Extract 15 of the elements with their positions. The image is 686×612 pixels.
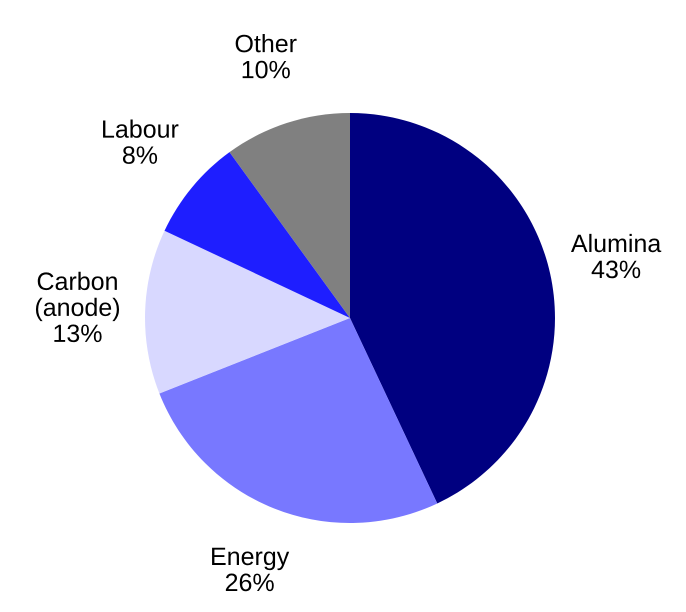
pie-slice (230, 113, 350, 318)
data-label: 10% (242, 60, 290, 78)
slice-label: Energy (212, 548, 290, 570)
data-label: 43% (592, 260, 640, 278)
slice-label: Other (236, 34, 297, 52)
pie-slice (350, 113, 555, 504)
slice-label: Alumina (570, 234, 662, 252)
data-label: 26% (226, 574, 274, 592)
slice-label: Carbon (anode) (36, 272, 120, 322)
data-label: 8% (122, 146, 158, 164)
pie-slice (164, 152, 350, 318)
pie-slice (145, 230, 350, 394)
slice-label: Labour (103, 120, 178, 138)
data-label: 13% (54, 324, 102, 342)
pie-slice (159, 318, 438, 523)
